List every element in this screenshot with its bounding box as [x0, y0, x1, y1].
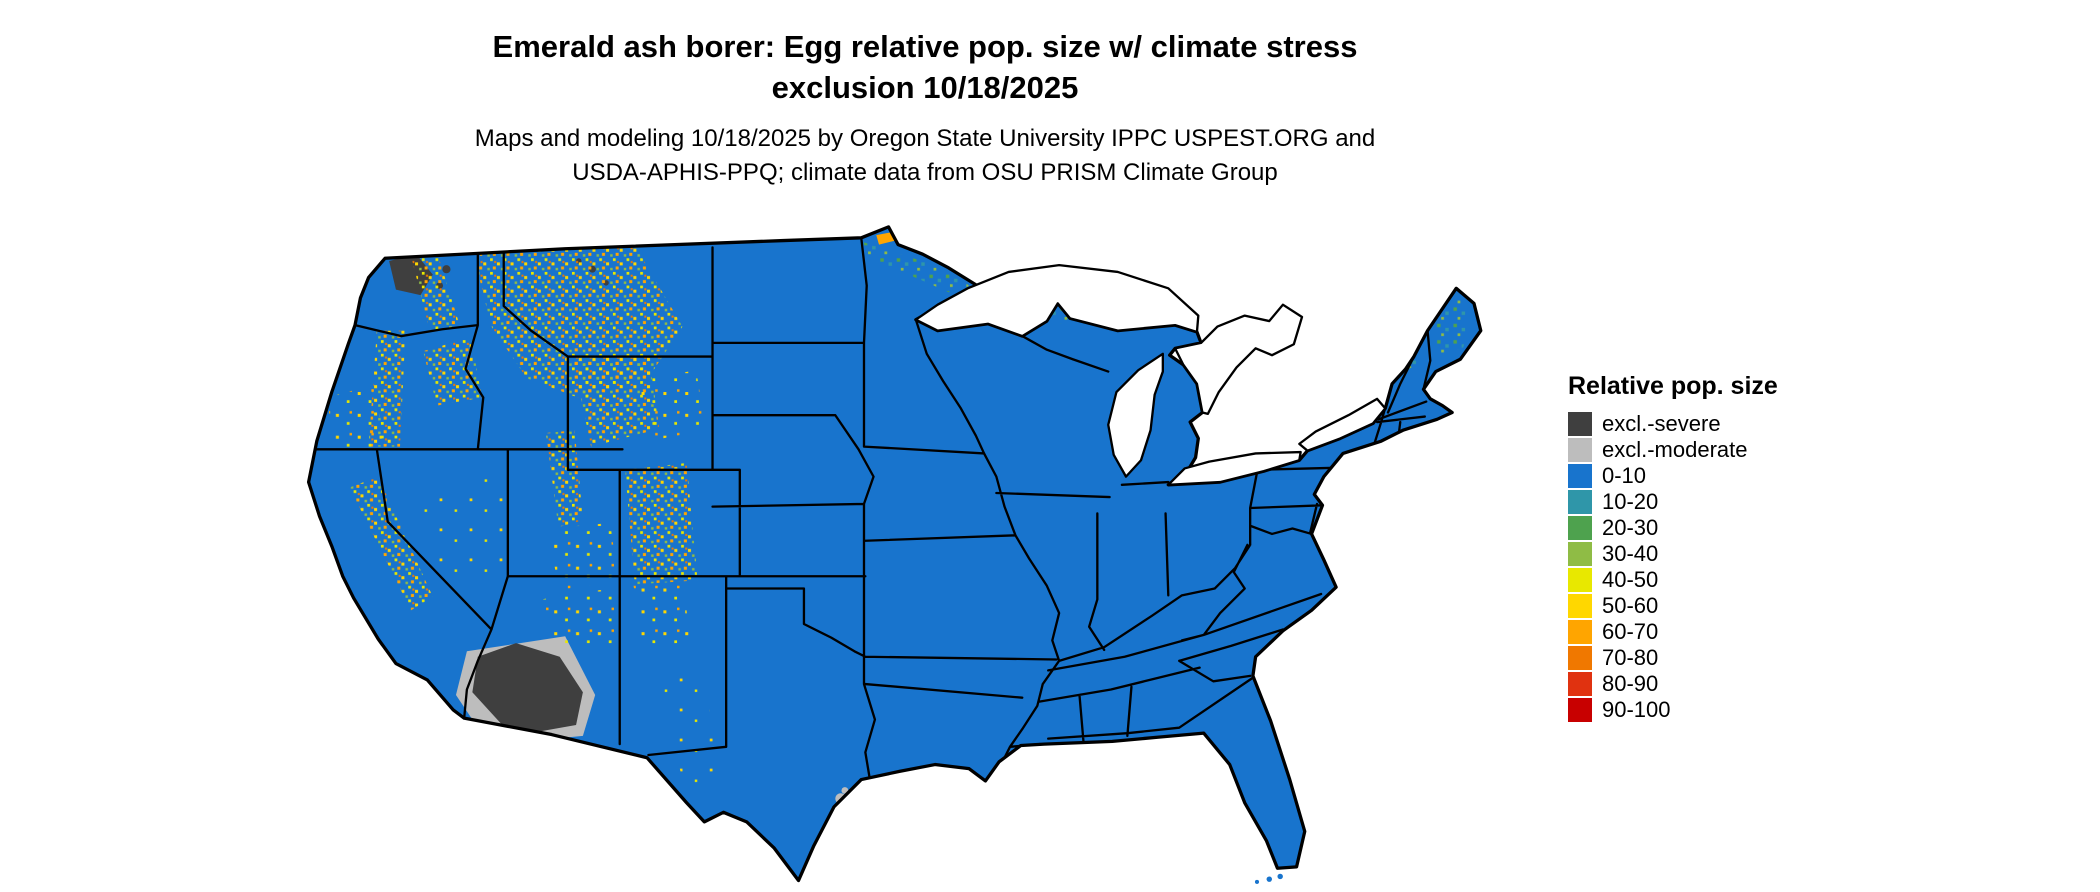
legend-row: 20-30	[1568, 515, 1868, 541]
map-subtitle-line1: Maps and modeling 10/18/2025 by Oregon S…	[474, 125, 1376, 152]
legend-swatch	[1568, 594, 1592, 618]
lake-huron	[1173, 303, 1304, 416]
legend-row: excl.-severe	[1568, 411, 1868, 437]
legend-label: excl.-severe	[1602, 411, 1721, 436]
map-subtitle-line2: USDA-APHIS-PPQ; climate data from OSU PR…	[572, 159, 1278, 186]
speckle-blue-mtns	[423, 337, 482, 406]
speckle-co-rockies	[625, 462, 698, 585]
legend-title: Relative pop. size	[1568, 372, 1778, 400]
speckle-w-texas	[657, 667, 718, 791]
speckle-wy-ranges	[633, 370, 706, 440]
legend-swatch	[1568, 412, 1592, 436]
legend-swatch	[1568, 542, 1592, 566]
legend-label: 40-50	[1602, 567, 1659, 592]
lake-erie	[1167, 450, 1302, 486]
speckle-s-utah	[548, 523, 619, 590]
legend-swatch	[1568, 672, 1592, 696]
legend-swatch	[1568, 438, 1592, 462]
legend-label: 20-30	[1602, 515, 1659, 540]
speckle-n-minnesota	[862, 241, 970, 296]
florida-keys	[1254, 873, 1283, 884]
speckle-yellowstone	[573, 353, 660, 447]
legend-swatch	[1568, 568, 1592, 592]
legend-swatch	[1568, 490, 1592, 514]
speckle-n-newmexico	[633, 578, 690, 648]
state-borders	[312, 236, 1432, 778]
lake-superior	[914, 263, 1200, 338]
speckle-nevada	[415, 472, 514, 594]
lake-michigan	[1107, 352, 1164, 478]
map-subtitle: Maps and modeling 10/18/2025 by Oregon S…	[0, 122, 1850, 190]
speckle-klamath	[327, 383, 383, 458]
legend-label: 30-40	[1602, 541, 1659, 566]
legend-swatch	[1568, 620, 1592, 644]
legend-swatch	[1568, 646, 1592, 670]
legend-label: 80-90	[1602, 671, 1659, 696]
legend-label: 0-10	[1602, 463, 1647, 488]
legend: Relative pop. size excl.-severe excl.-mo…	[1568, 372, 1868, 723]
speckle-sierra	[349, 476, 433, 611]
great-lakes	[914, 263, 1387, 486]
legend-label: 10-20	[1602, 489, 1659, 514]
legend-label: 70-80	[1602, 645, 1659, 670]
legend-swatch	[1568, 516, 1592, 540]
legend-label: 50-60	[1602, 593, 1659, 618]
overlay-excl-severe-southwest	[472, 643, 583, 732]
speckle-az-rim	[540, 588, 622, 653]
legend-label: 60-70	[1602, 619, 1659, 644]
legend-row: 80-90	[1568, 671, 1868, 697]
legend-label: excl.-moderate	[1602, 437, 1748, 462]
us-map	[306, 225, 1483, 884]
legend-row: 0-10	[1568, 463, 1868, 489]
map-title-line2: exclusion 10/18/2025	[771, 70, 1079, 105]
legend-row: 70-80	[1568, 645, 1868, 671]
legend-row: 50-60	[1568, 593, 1868, 619]
legend-label: 90-100	[1602, 697, 1671, 722]
legend-row: excl.-moderate	[1568, 437, 1868, 463]
legend-row: 30-40	[1568, 541, 1868, 567]
legend-row: 10-20	[1568, 489, 1868, 515]
legend-row: 40-50	[1568, 567, 1868, 593]
legend-row: 60-70	[1568, 619, 1868, 645]
map-title-line1: Emerald ash borer: Egg relative pop. siz…	[492, 29, 1358, 64]
speckle-wa-cascades	[410, 251, 461, 332]
legend-row: 90-100	[1568, 697, 1868, 723]
speckle-wasatch	[546, 430, 583, 528]
lake-ontario	[1298, 397, 1387, 452]
legend-swatch	[1568, 698, 1592, 722]
legend-swatch	[1568, 464, 1592, 488]
map-title: Emerald ash borer: Egg relative pop. siz…	[0, 26, 1850, 108]
